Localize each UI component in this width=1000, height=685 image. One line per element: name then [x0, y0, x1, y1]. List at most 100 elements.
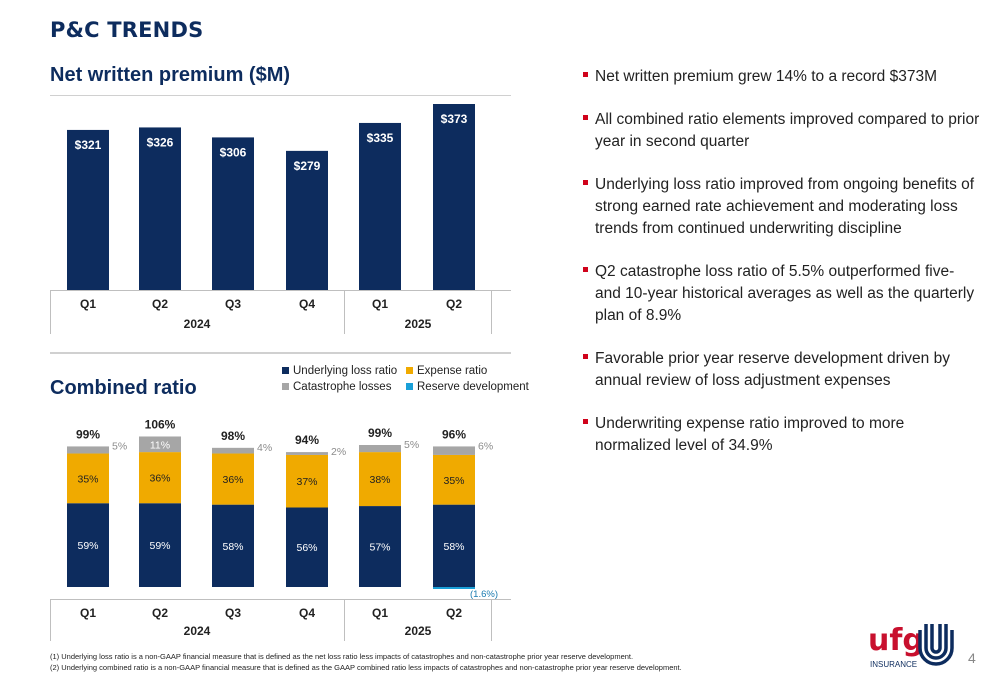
underlying-segment [139, 503, 181, 587]
catastrophe-label: 5% [404, 439, 419, 451]
x-tick-label: Q2 [152, 606, 168, 620]
catastrophe-segment [286, 452, 328, 455]
premium-bar [286, 150, 328, 290]
expense-label: 35% [77, 473, 98, 485]
axis-divider-year [344, 599, 345, 641]
bullet-text: Favorable prior year reserve development… [595, 350, 950, 389]
underlying-label: 59% [77, 540, 98, 552]
logo-subtext: INSURANCE [870, 660, 917, 669]
premium-bar [359, 122, 401, 290]
expense-segment [286, 454, 328, 508]
underlying-label: 59% [149, 540, 170, 552]
catastrophe-segment [359, 445, 401, 453]
catastrophe-label: 5% [112, 440, 127, 452]
underlying-label: 57% [369, 542, 390, 554]
total-label: 94% [295, 433, 319, 447]
underlying-label: 58% [443, 541, 464, 553]
premium-bar [212, 137, 254, 290]
premium-bar-label: $335 [367, 131, 394, 145]
combined-chart-title: Combined ratio [50, 377, 197, 399]
underlying-label: 58% [222, 541, 243, 553]
total-label: 106% [145, 417, 176, 431]
premium-bar [433, 104, 475, 290]
axis-divider-left [50, 290, 51, 334]
bullet-marker [583, 267, 588, 272]
legend-swatch-blue [406, 383, 413, 391]
expense-segment [433, 454, 475, 505]
reserve-label: (1.6%) [470, 589, 498, 600]
expense-label: 36% [222, 474, 243, 486]
plot-top-border [50, 95, 511, 96]
catastrophe-label: 11% [150, 439, 170, 451]
catastrophe-segment [212, 447, 254, 454]
x-tick-label: Q3 [225, 297, 241, 311]
catastrophe-label: 4% [257, 442, 272, 454]
x-tick-label: Q4 [299, 606, 315, 620]
x-tick-label: Q1 [372, 606, 388, 620]
bullet-item: Underlying loss ratio improved from ongo… [583, 174, 983, 240]
catastrophe-label: 6% [478, 440, 493, 452]
footnotes: (1) Underlying loss ratio is a non-GAAP … [50, 651, 682, 673]
total-label: 98% [221, 429, 245, 443]
combined-ratio-chart: 59% 35% 5% 99% Q1 59% 36% 11% 106% Q2 58% 36% 4% 98% Q… [50, 417, 511, 641]
underlying-segment [433, 504, 475, 587]
premium-chart-title: Net written premium ($M) [50, 64, 291, 86]
bullet-text: Q2 catastrophe loss ratio of 5.5% outper… [595, 263, 975, 324]
ufg-insurance-logo: ufg INSURANCE [868, 623, 954, 669]
legend-swatch-gray [282, 383, 289, 391]
year-label: 2025 [405, 317, 432, 331]
catastrophe-label: 2% [331, 446, 346, 458]
x-axis-line [50, 599, 511, 600]
catastrophe-segment [139, 436, 181, 453]
total-label: 99% [368, 426, 392, 440]
bullet-text: All combined ratio elements improved com… [595, 111, 980, 150]
bullet-item: All combined ratio elements improved com… [583, 109, 983, 153]
x-tick-label: Q2 [446, 297, 462, 311]
premium-bar-chart: $321 Q1 $326 Q2 $306 Q3 $279 Q4 $335 Q1 $373 Q2 2024… [50, 95, 511, 334]
axis-divider-left [50, 599, 51, 641]
expense-label: 36% [149, 473, 170, 485]
expense-segment [212, 453, 254, 505]
bullet-item: Q2 catastrophe loss ratio of 5.5% outper… [583, 261, 983, 327]
premium-bar-label: $373 [441, 112, 468, 126]
total-label: 96% [442, 427, 466, 441]
premium-bar-label: $326 [147, 135, 174, 149]
bullet-marker [583, 354, 588, 359]
page-title: P&C TRENDS [50, 18, 204, 42]
bullet-text: Underlying loss ratio improved from ongo… [595, 176, 975, 237]
bullet-item: Favorable prior year reserve development… [583, 348, 983, 392]
x-tick-label: Q1 [80, 606, 96, 620]
page-number: 4 [968, 650, 976, 666]
premium-bar [139, 127, 181, 290]
legend-underlying: Underlying loss ratio [282, 365, 397, 377]
bullet-marker [583, 180, 588, 185]
expense-label: 35% [443, 475, 464, 487]
year-label: 2025 [405, 624, 432, 638]
axis-divider-right [491, 599, 492, 641]
reserve-segment [433, 587, 475, 589]
bullet-text: Net written premium grew 14% to a record… [595, 68, 938, 85]
x-tick-label: Q2 [152, 297, 168, 311]
expense-segment [67, 453, 109, 504]
bullet-marker [583, 419, 588, 424]
year-label: 2024 [184, 624, 211, 638]
highlights-list: Net written premium grew 14% to a record… [583, 66, 983, 478]
legend-swatch-gold [406, 367, 413, 375]
footnote-2: (2) Underlying combined ratio is a non-G… [50, 663, 682, 672]
catastrophe-segment [433, 446, 475, 455]
underlying-segment [359, 506, 401, 587]
x-tick-label: Q2 [446, 606, 462, 620]
logo-wordmark: ufg [868, 623, 924, 658]
legend-label: Expense ratio [417, 365, 488, 377]
logo-mark-icon [918, 624, 954, 666]
footnote-1: (1) Underlying loss ratio is a non-GAAP … [50, 652, 634, 661]
bullet-text: Underwriting expense ratio improved to m… [595, 415, 905, 454]
axis-divider-year [344, 290, 345, 334]
bullet-marker [583, 115, 588, 120]
expense-segment [139, 452, 181, 504]
premium-bar-label: $306 [220, 145, 247, 159]
bullet-marker [583, 72, 588, 77]
total-label: 99% [76, 427, 100, 441]
underlying-label: 56% [296, 542, 317, 554]
catastrophe-segment [67, 446, 109, 454]
